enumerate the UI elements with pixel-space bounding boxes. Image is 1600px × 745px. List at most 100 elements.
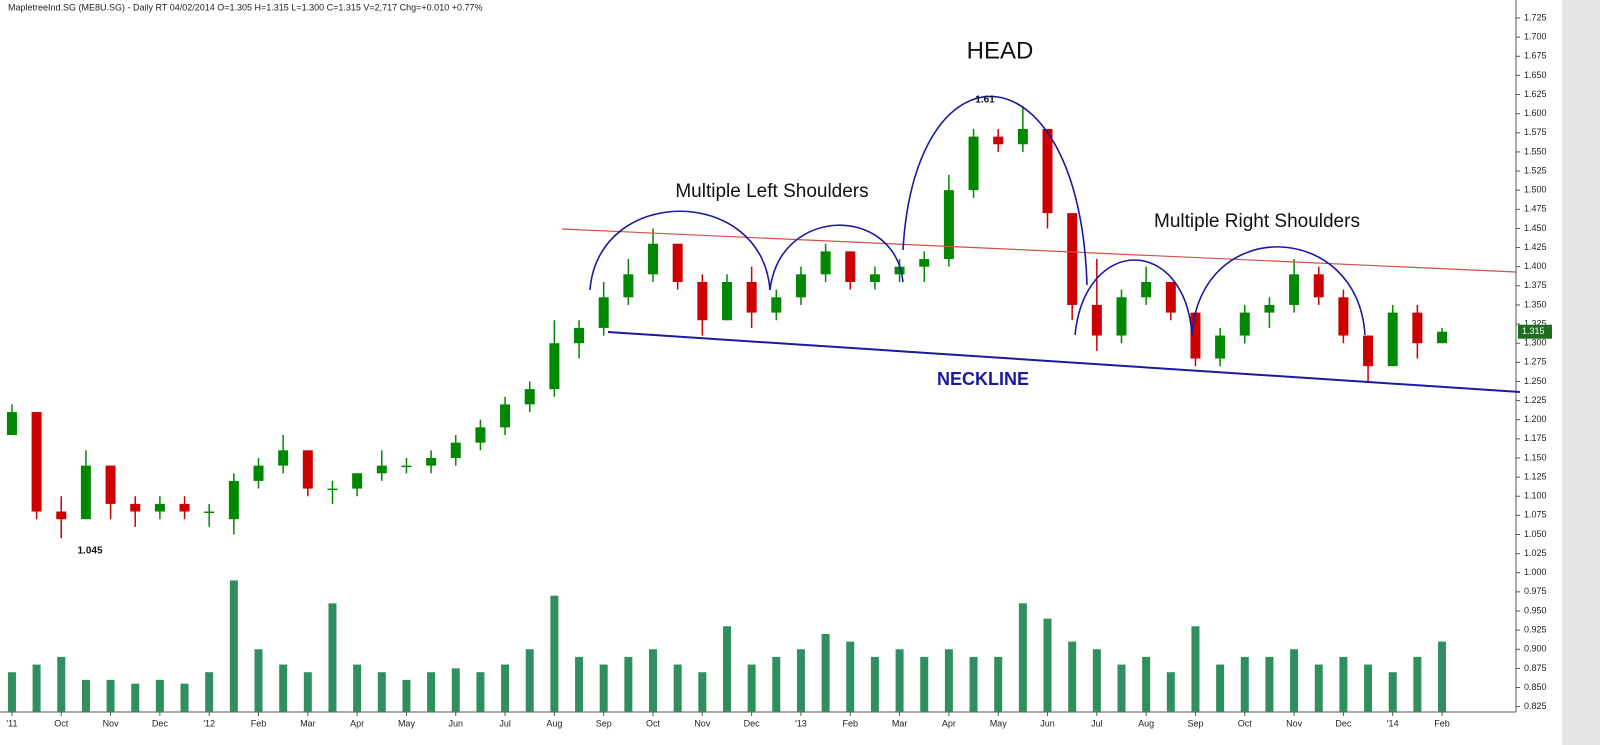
last-price-box [1518, 324, 1552, 339]
x-tick-label: Nov [694, 718, 711, 728]
candle-body [1437, 331, 1448, 344]
x-tick-label: '13 [795, 718, 807, 728]
y-tick-label: 1.325 [1524, 318, 1547, 328]
y-tick-label: 1.025 [1524, 548, 1547, 558]
y-tick-label: 0.925 [1524, 625, 1547, 635]
y-tick-label: 0.950 [1524, 605, 1547, 615]
candle-body [919, 259, 930, 267]
y-tick-label: 1.725 [1524, 12, 1547, 22]
annotation-left-shoulders: Multiple Left Shoulders [675, 181, 868, 202]
volume-bar [1142, 656, 1151, 712]
candle-body [327, 488, 338, 491]
candle-body [6, 412, 17, 436]
candle-body [1042, 128, 1053, 214]
volume-bar [1290, 649, 1299, 712]
y-tick-label: 1.575 [1524, 127, 1547, 137]
x-tick-label: Mar [300, 718, 316, 728]
volume-bar [796, 649, 805, 712]
candle-body [376, 465, 387, 474]
volume-bar [722, 626, 731, 712]
y-tick-label: 0.825 [1524, 701, 1547, 711]
x-tick-label: Feb [251, 718, 267, 728]
volume-bar [624, 656, 633, 712]
candle-body [31, 412, 42, 512]
volume-bar [1240, 656, 1249, 712]
volume-bar [7, 672, 16, 712]
y-tick-label: 1.425 [1524, 242, 1547, 252]
x-tick-label: '11 [6, 718, 17, 728]
candle-body [524, 389, 535, 405]
y-tick-label: 1.125 [1524, 471, 1547, 481]
x-tick-label: Feb [1434, 718, 1450, 728]
candle-body [845, 251, 856, 282]
volume-bar [1068, 641, 1077, 712]
x-tick-label: Dec [1335, 718, 1352, 728]
candle-body [549, 343, 560, 390]
y-tick-label: 1.100 [1524, 491, 1547, 501]
volume-bar [254, 649, 263, 712]
volume-bar [821, 633, 830, 712]
y-tick-label: 1.225 [1524, 395, 1547, 405]
volume-bar [180, 683, 189, 712]
candle-body [450, 442, 461, 458]
volume-bar [32, 664, 41, 712]
y-tick-label: 1.475 [1524, 204, 1547, 214]
x-tick-label: Sep [1187, 718, 1203, 728]
volume-bar [229, 580, 238, 712]
candle-body [278, 450, 289, 466]
plot-area: 1.725 1.700 1.675 1.650 1.625 1.600 1.575 1.550… [6, 12, 1546, 728]
volume-bar [698, 672, 707, 712]
annotation-neckline: NECKLINE [937, 369, 1029, 389]
volume-bar [427, 672, 436, 712]
candle-body [1412, 312, 1423, 344]
volume-bar [476, 672, 485, 712]
candle-body [204, 511, 215, 514]
x-tick-label: Aug [1138, 718, 1154, 728]
shoulder-arc [1191, 246, 1366, 336]
candle-body [130, 503, 141, 512]
volume-bar [377, 672, 386, 712]
y-tick-label: 1.300 [1524, 338, 1547, 348]
x-tick-label: Jun [1040, 718, 1055, 728]
candle-body [1067, 213, 1078, 305]
candle-body [228, 480, 239, 520]
volume-bar [1043, 618, 1052, 712]
candle-body [697, 281, 708, 321]
y-tick-label: 1.700 [1524, 32, 1547, 42]
candle-body [302, 450, 313, 489]
candle-body [352, 473, 363, 489]
candle-body [1017, 128, 1028, 145]
y-tick-label: 1.650 [1524, 70, 1547, 80]
volume-bar [673, 664, 682, 712]
annotation-head: HEAD [967, 37, 1034, 64]
candle-body [771, 297, 782, 313]
candle-body [746, 281, 757, 313]
volume-bar [1438, 641, 1447, 712]
candle-body [426, 457, 437, 466]
volume-bar [846, 641, 855, 712]
y-tick-label: 1.050 [1524, 529, 1547, 539]
x-tick-label: Mar [892, 718, 908, 728]
volume-bar [205, 672, 214, 712]
x-tick-label: Nov [1286, 718, 1303, 728]
x-tick-label: Oct [646, 718, 661, 728]
candle-body [574, 327, 585, 344]
x-tick-label: Sep [596, 718, 612, 728]
volume-bar [81, 679, 90, 712]
volume-bar [451, 668, 460, 712]
y-tick-label: 1.375 [1524, 280, 1547, 290]
candle-body [1264, 304, 1275, 313]
candle-body [105, 465, 116, 504]
volume-bar [1314, 664, 1323, 712]
volume-bar [303, 672, 312, 712]
annotation-high: 1.61 [975, 95, 995, 106]
candle-body [993, 136, 1004, 145]
x-tick-label: Jun [449, 718, 464, 728]
volume-bar [1388, 672, 1397, 712]
scroll-panel [1562, 0, 1600, 745]
volume-bar [1018, 603, 1027, 712]
x-tick-label: Feb [843, 718, 859, 728]
x-tick-label: Jul [499, 718, 511, 728]
y-tick-label: 0.900 [1524, 644, 1547, 654]
